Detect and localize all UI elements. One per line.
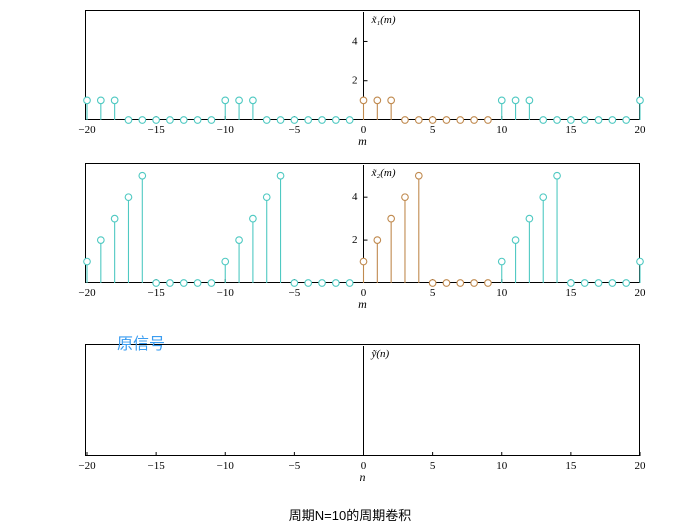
svg-text:0: 0 [361,124,367,136]
plot3-panel: −20−15−10−505101520ỹ(n) [85,344,640,456]
svg-text:−5: −5 [289,460,301,472]
plot1-title: x̃₁(m) [371,14,396,26]
svg-text:10: 10 [496,124,508,136]
svg-text:−15: −15 [148,124,166,136]
svg-text:15: 15 [565,460,577,472]
svg-text:4: 4 [352,191,358,203]
svg-text:5: 5 [430,287,436,299]
svg-text:20: 20 [635,124,647,136]
plot2-panel: −20−15−10−50510152024x̃₂(m) [85,163,640,283]
svg-text:−10: −10 [217,287,235,299]
plot1-panel: −20−15−10−50510152024x̃₁(m) [85,10,640,120]
svg-text:−20: −20 [78,287,96,299]
svg-text:15: 15 [565,287,577,299]
svg-text:−20: −20 [78,124,96,136]
svg-text:4: 4 [352,35,358,47]
plot1-xlabel: m [85,134,640,149]
original-signal-label: 原信号 [117,330,165,354]
plot2-title: x̃₂(m) [371,167,396,179]
svg-text:−15: −15 [148,287,166,299]
svg-text:−20: −20 [78,460,96,472]
svg-text:10: 10 [496,460,508,472]
svg-text:−5: −5 [289,287,301,299]
plot2-xlabel: m [85,297,640,312]
plot3-xlabel: n [85,470,640,485]
svg-text:−10: −10 [217,124,235,136]
svg-text:2: 2 [352,75,358,87]
svg-text:10: 10 [496,287,508,299]
svg-text:20: 20 [635,287,647,299]
svg-text:20: 20 [635,460,647,472]
svg-text:5: 5 [430,124,436,136]
svg-text:−15: −15 [148,460,166,472]
svg-text:−10: −10 [217,460,235,472]
svg-text:−5: −5 [289,124,301,136]
svg-text:15: 15 [565,124,577,136]
svg-text:5: 5 [430,460,436,472]
figure-caption: 周期N=10的周期卷积 [0,505,700,524]
svg-text:0: 0 [361,460,367,472]
svg-text:2: 2 [352,234,358,246]
plot3-title: ỹ(n) [371,348,390,360]
svg-text:0: 0 [361,287,367,299]
